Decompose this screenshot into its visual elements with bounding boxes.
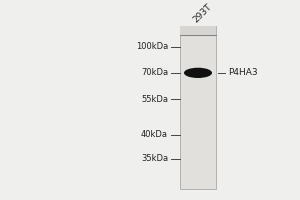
Text: 55kDa: 55kDa	[141, 95, 168, 104]
Text: 70kDa: 70kDa	[141, 68, 168, 77]
Text: 40kDa: 40kDa	[141, 130, 168, 139]
Text: 100kDa: 100kDa	[136, 42, 168, 51]
Ellipse shape	[188, 69, 208, 77]
Text: 35kDa: 35kDa	[141, 154, 168, 163]
Ellipse shape	[184, 68, 212, 78]
Bar	[180, 26, 216, 189]
Text: 293T: 293T	[192, 2, 214, 24]
Ellipse shape	[191, 70, 205, 75]
Bar	[180, 26, 216, 35]
Text: P4HA3: P4HA3	[228, 68, 258, 77]
